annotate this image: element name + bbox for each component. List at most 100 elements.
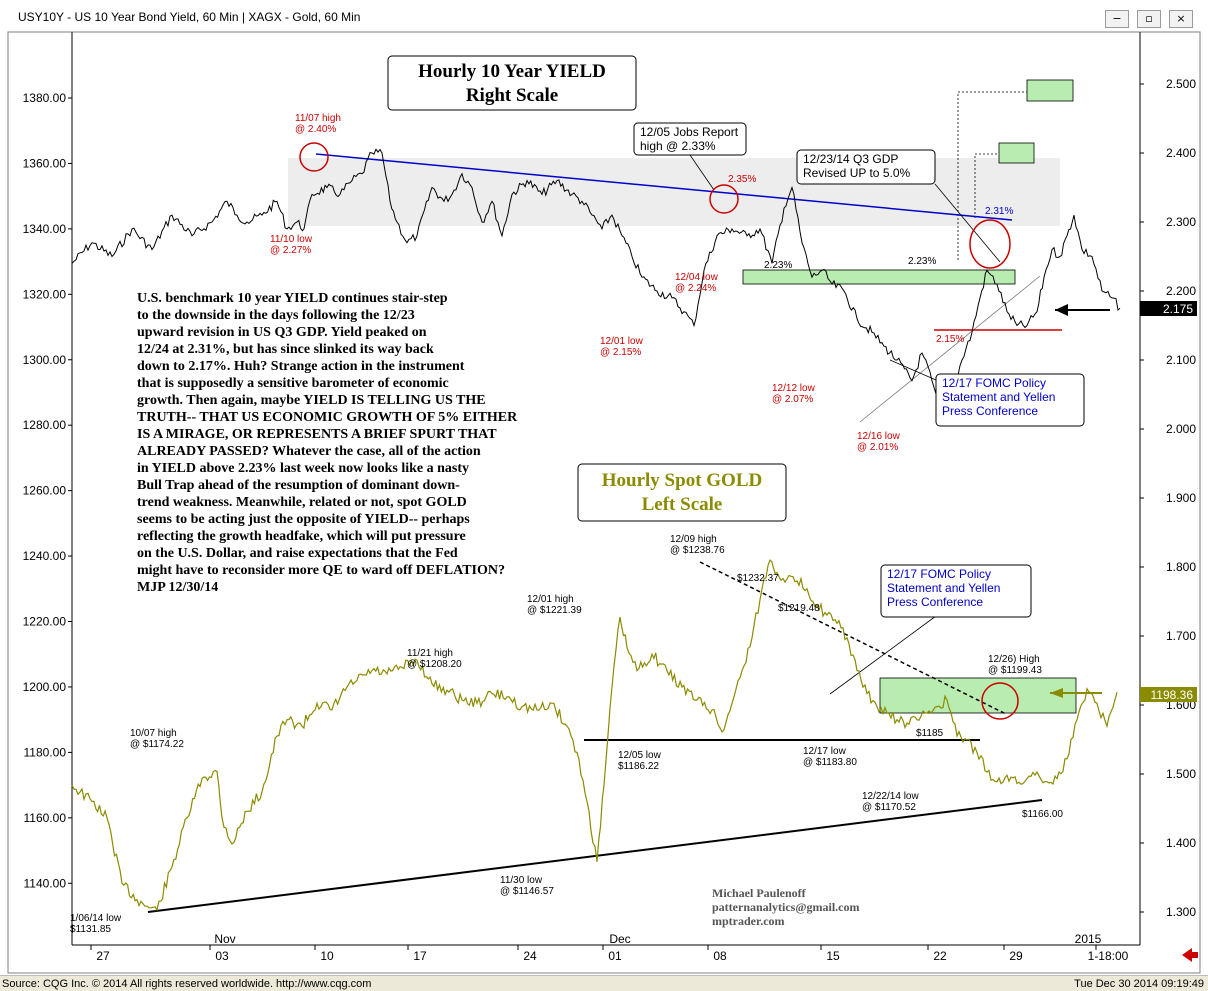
callout-text: 12/23/14 Q3 GDP: [803, 152, 898, 166]
x-day-label: 03: [215, 949, 229, 963]
yield-label-text: 12/04 low: [675, 272, 719, 283]
gold-label-text: 1/06/14 low: [70, 913, 122, 924]
commentary-line: in YIELD above 2.23% last week now looks…: [137, 461, 469, 476]
right-tick-label: 2.200: [1166, 284, 1196, 298]
yield-label-text: 2.31%: [985, 206, 1013, 217]
left-tick-label: 1200.00: [23, 680, 67, 694]
commentary-text: U.S. benchmark 10 year YIELD continues s…: [137, 291, 518, 595]
title-bar: USY10Y - US 10 Year Bond Yield, 60 Min |…: [0, 0, 1208, 32]
gold-label-text: $1166.00: [1022, 809, 1063, 820]
commentary-line: upward revision in US Q3 GDP. Yield peak…: [137, 325, 427, 340]
right-tick-label: 1.300: [1166, 905, 1196, 919]
callout-text: Press Conference: [887, 595, 983, 609]
right-tick-label: 2.500: [1166, 77, 1196, 91]
callout-text: Statement and Yellen: [887, 581, 1000, 595]
target-box-upper: [1026, 79, 1074, 102]
commentary-line: ALREADY PASSED? Whatever the case, all o…: [137, 444, 481, 459]
window-title: USY10Y - US 10 Year Bond Yield, 60 Min |…: [18, 10, 361, 24]
gold-label-text: $1131.85: [70, 924, 111, 935]
scroll-left-arrow-icon[interactable]: [1182, 948, 1198, 962]
gold-label-text: @ $1238.76: [670, 545, 725, 556]
callout-text: Revised UP to 5.0%: [803, 166, 910, 180]
status-source: Source: CQG Inc. © 2014 All rights reser…: [2, 978, 372, 990]
yield-label-text: 11/07 high: [295, 113, 341, 124]
right-tick-label: 1.700: [1166, 629, 1196, 643]
gold-label-text: 11/30 low: [500, 875, 543, 886]
gold-label-text: 12/22/14 low: [862, 791, 919, 802]
yield-label-text: @ 2.24%: [675, 283, 716, 294]
yield-label-text: @ 2.01%: [857, 442, 898, 453]
x-day-label: 01: [608, 949, 622, 963]
yield-label-text: 11/10 low: [270, 234, 313, 245]
gold-downtrend-line: [699, 561, 1007, 715]
gold-label-text: $1186.22: [618, 761, 659, 772]
right-tick-label: 2.000: [1166, 422, 1196, 436]
commentary-line: IS A MIRAGE, OR REPRESENTS A BRIEF SPURT…: [137, 427, 497, 442]
gold-label-text: $1219.48: [778, 603, 820, 614]
target-box-middle: [998, 142, 1035, 164]
right-tick-label: 1.800: [1166, 560, 1196, 574]
gold-arrow-icon: [1050, 688, 1063, 698]
left-axis-ticks: 1380.00 1360.00 1340.00 1320.00 1300.00 1280.…: [23, 91, 72, 890]
right-tick-label: 1.400: [1166, 836, 1196, 850]
left-tick-label: 1220.00: [23, 615, 67, 629]
maximize-button[interactable]: ▫: [1137, 10, 1161, 28]
callout-text: 12/17 FOMC Policy: [887, 567, 991, 581]
yield-title-line-1: Hourly 10 Year YIELD: [418, 61, 606, 82]
left-tick-label: 1360.00: [23, 156, 67, 170]
close-button[interactable]: ×: [1169, 10, 1193, 28]
yield-label-text: 12/01 low: [600, 336, 644, 347]
left-tick-label: 1140.00: [24, 876, 67, 890]
signature-line: Michael Paulenoff: [712, 886, 807, 900]
x-month-label: Dec: [609, 932, 630, 946]
commentary-line: growth. Then again, maybe YIELD IS TELLI…: [137, 393, 486, 408]
x-month-label: 2015: [1075, 932, 1102, 946]
gold-label-text: 12/17 low: [803, 746, 847, 757]
left-tick-label: 1160.00: [24, 811, 67, 825]
x-day-label: 15: [826, 949, 840, 963]
callout-box: [880, 564, 1032, 618]
gold-breakout-zone: [879, 677, 1077, 714]
yield-high-circle-dec: [709, 184, 739, 214]
x-axis-ticks: 27 03 10 17 24 01 08 15 22 29 1-18:00 Nov Dec 2015: [90, 932, 1129, 963]
yield-label-text: @ 2.27%: [270, 245, 311, 256]
gold-label-text: @ $1146.57: [500, 886, 554, 897]
callout-text: Press Conference: [942, 404, 1038, 418]
status-timestamp: Tue Dec 30 2014 09:19:49: [1074, 978, 1204, 990]
x-day-label: 22: [933, 949, 947, 963]
left-tick-label: 1320.00: [23, 287, 67, 301]
yield-annotations: 11/07 high@ 2.40% 11/10 low@ 2.27% 12/01 l…: [270, 113, 1013, 453]
gold-title-line-1: Hourly Spot GOLD: [602, 470, 762, 491]
left-tick-label: 1380.00: [23, 91, 67, 105]
minimize-button[interactable]: −: [1105, 10, 1129, 28]
commentary-line: trend weakness. Meanwhile, related or no…: [137, 495, 467, 510]
status-bar: Source: CQG Inc. © 2014 All rights reser…: [0, 975, 1208, 991]
x-day-label: 1-18:00: [1088, 949, 1129, 963]
yield-support-zone: [742, 269, 1016, 285]
callout-text: 12/17 FOMC Policy: [942, 376, 1046, 390]
gold-label-text: @ $1174.22: [130, 739, 184, 750]
commentary-line: might have to reconsider more QE to ward…: [137, 563, 505, 578]
gold-label-text: 12/26) High: [988, 654, 1040, 665]
x-month-label: Nov: [214, 932, 235, 946]
yield-label-text: 12/12 low: [772, 383, 816, 394]
commentary-line: U.S. benchmark 10 year YIELD continues s…: [137, 291, 448, 306]
yield-label-text: 2.23%: [764, 260, 792, 271]
leader-jobs-report: [689, 154, 715, 191]
gold-label-text: $1185: [916, 728, 944, 739]
x-day-label: 17: [413, 949, 427, 963]
commentary-line: that is supposedly a sensitive barometer…: [137, 376, 449, 391]
commentary-line: to the downside in the days following th…: [137, 308, 415, 323]
commentary-line: TRUTH-- THAT US ECONOMIC GROWTH OF 5% EI…: [137, 410, 518, 425]
yield-label-text: 12/16 low: [857, 431, 901, 442]
gold-label-text: 10/07 high: [130, 728, 177, 739]
yield-arrow-icon: [1055, 304, 1068, 316]
left-tick-label: 1260.00: [23, 484, 67, 498]
yield-label-text: 2.35%: [728, 174, 756, 185]
yield-label-text: 2.15%: [936, 334, 964, 345]
target-path-middle: [974, 153, 999, 218]
yield-title-box: [387, 55, 637, 111]
right-tick-label: 1.900: [1166, 491, 1196, 505]
signature-line: patternanalytics@gmail.com: [712, 900, 859, 914]
left-tick-label: 1180.00: [24, 745, 67, 759]
